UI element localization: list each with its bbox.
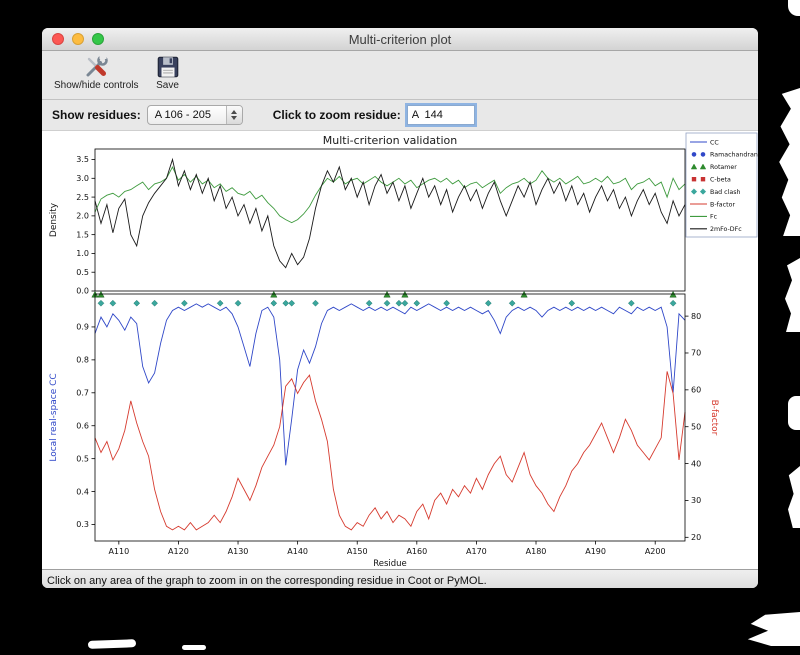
svg-text:3.5: 3.5 (76, 155, 89, 164)
svg-text:0.5: 0.5 (76, 268, 89, 277)
save-icon (157, 56, 178, 78)
arrow-down-icon (231, 116, 238, 120)
zoom-residue-input[interactable] (404, 103, 477, 127)
plot-canvas[interactable]: Multi-criterion validation 0.0 0.5 1.0 1.5 2.… (42, 131, 758, 569)
svg-text:A160: A160 (406, 547, 427, 556)
arrow-up-icon (231, 110, 238, 114)
tools-icon (86, 54, 109, 77)
svg-text:60: 60 (691, 386, 701, 395)
residue-range-value: A 106 - 205 (154, 109, 211, 121)
status-bar: Click on any area of the graph to zoom i… (42, 569, 758, 588)
svg-text:A140: A140 (287, 547, 308, 556)
svg-text:40: 40 (691, 459, 701, 468)
svg-text:0.8: 0.8 (76, 356, 89, 365)
show-hide-controls-label: Show/hide controls (54, 80, 139, 91)
save-button[interactable]: Save (155, 54, 181, 91)
svg-text:20: 20 (691, 533, 701, 542)
svg-text:0.7: 0.7 (76, 389, 89, 398)
svg-text:2.0: 2.0 (76, 212, 89, 221)
svg-text:B-factor: B-factor (709, 400, 719, 436)
svg-text:Rotamer: Rotamer (710, 164, 737, 171)
svg-text:Residue: Residue (373, 559, 407, 569)
svg-text:Local real-space CC: Local real-space CC (49, 373, 59, 461)
traffic-lights (52, 33, 104, 45)
svg-text:A170: A170 (466, 547, 487, 556)
titlebar[interactable]: Multi-criterion plot (42, 28, 758, 51)
zoom-residue-label: Click to zoom residue: (272, 108, 401, 122)
svg-text:80: 80 (691, 312, 701, 321)
multi-criterion-plot-window: Multi-criterion plot Show/hide controls (42, 28, 758, 588)
svg-text:C-beta: C-beta (710, 177, 731, 184)
residue-range-select[interactable]: A 106 - 205 (146, 105, 243, 125)
svg-text:1.5: 1.5 (76, 230, 89, 239)
svg-text:Fc: Fc (710, 214, 718, 221)
glitch-artifact (788, 466, 800, 528)
svg-text:1.0: 1.0 (76, 249, 89, 258)
zoom-window-button[interactable] (92, 33, 104, 45)
svg-text:50: 50 (691, 422, 701, 431)
close-button[interactable] (52, 33, 64, 45)
svg-text:3.0: 3.0 (76, 174, 89, 183)
svg-text:A180: A180 (526, 547, 547, 556)
svg-text:A120: A120 (168, 547, 189, 556)
window-title: Multi-criterion plot (348, 31, 452, 47)
glitch-artifact (788, 0, 800, 16)
svg-text:CC: CC (710, 139, 719, 146)
svg-text:B-factor: B-factor (710, 201, 735, 208)
svg-text:0.3: 0.3 (76, 520, 89, 529)
svg-text:0.9: 0.9 (76, 323, 89, 332)
svg-text:2.5: 2.5 (76, 193, 89, 202)
svg-text:70: 70 (691, 349, 701, 358)
svg-text:0.4: 0.4 (76, 487, 89, 496)
glitch-artifact (747, 612, 800, 646)
status-text: Click on any area of the graph to zoom i… (47, 574, 487, 587)
svg-text:Density: Density (49, 202, 59, 237)
svg-text:0.5: 0.5 (76, 454, 89, 463)
svg-text:A150: A150 (347, 547, 368, 556)
svg-text:0.0: 0.0 (76, 287, 89, 296)
glitch-artifact (788, 396, 800, 430)
show-hide-controls-button[interactable]: Show/hide controls (54, 54, 139, 91)
svg-text:30: 30 (691, 496, 701, 505)
svg-text:A110: A110 (108, 547, 129, 556)
show-residues-label: Show residues: (52, 108, 141, 122)
svg-text:2mFo-DFc: 2mFo-DFc (710, 226, 742, 233)
toolbar: Show/hide controls Save (42, 51, 758, 100)
glitch-artifact (87, 639, 137, 649)
svg-text:Multi-criterion validation: Multi-criterion validation (323, 134, 458, 147)
svg-text:Bad clash: Bad clash (710, 189, 741, 196)
glitch-artifact (785, 258, 800, 332)
minimize-button[interactable] (72, 33, 84, 45)
multi-criterion-chart[interactable]: Multi-criterion validation 0.0 0.5 1.0 1.5 2.… (42, 131, 758, 569)
svg-text:A130: A130 (228, 547, 249, 556)
svg-text:0.6: 0.6 (76, 421, 89, 430)
stepper-icon[interactable] (225, 106, 242, 124)
glitch-artifact (779, 88, 800, 236)
controls-bar: Show residues: A 106 - 205 Click to zoom… (42, 100, 758, 131)
svg-text:A200: A200 (645, 547, 666, 556)
svg-text:Ramachandran: Ramachandran (710, 152, 758, 159)
save-label: Save (156, 80, 179, 91)
glitch-artifact (182, 645, 206, 650)
svg-text:A190: A190 (585, 547, 606, 556)
